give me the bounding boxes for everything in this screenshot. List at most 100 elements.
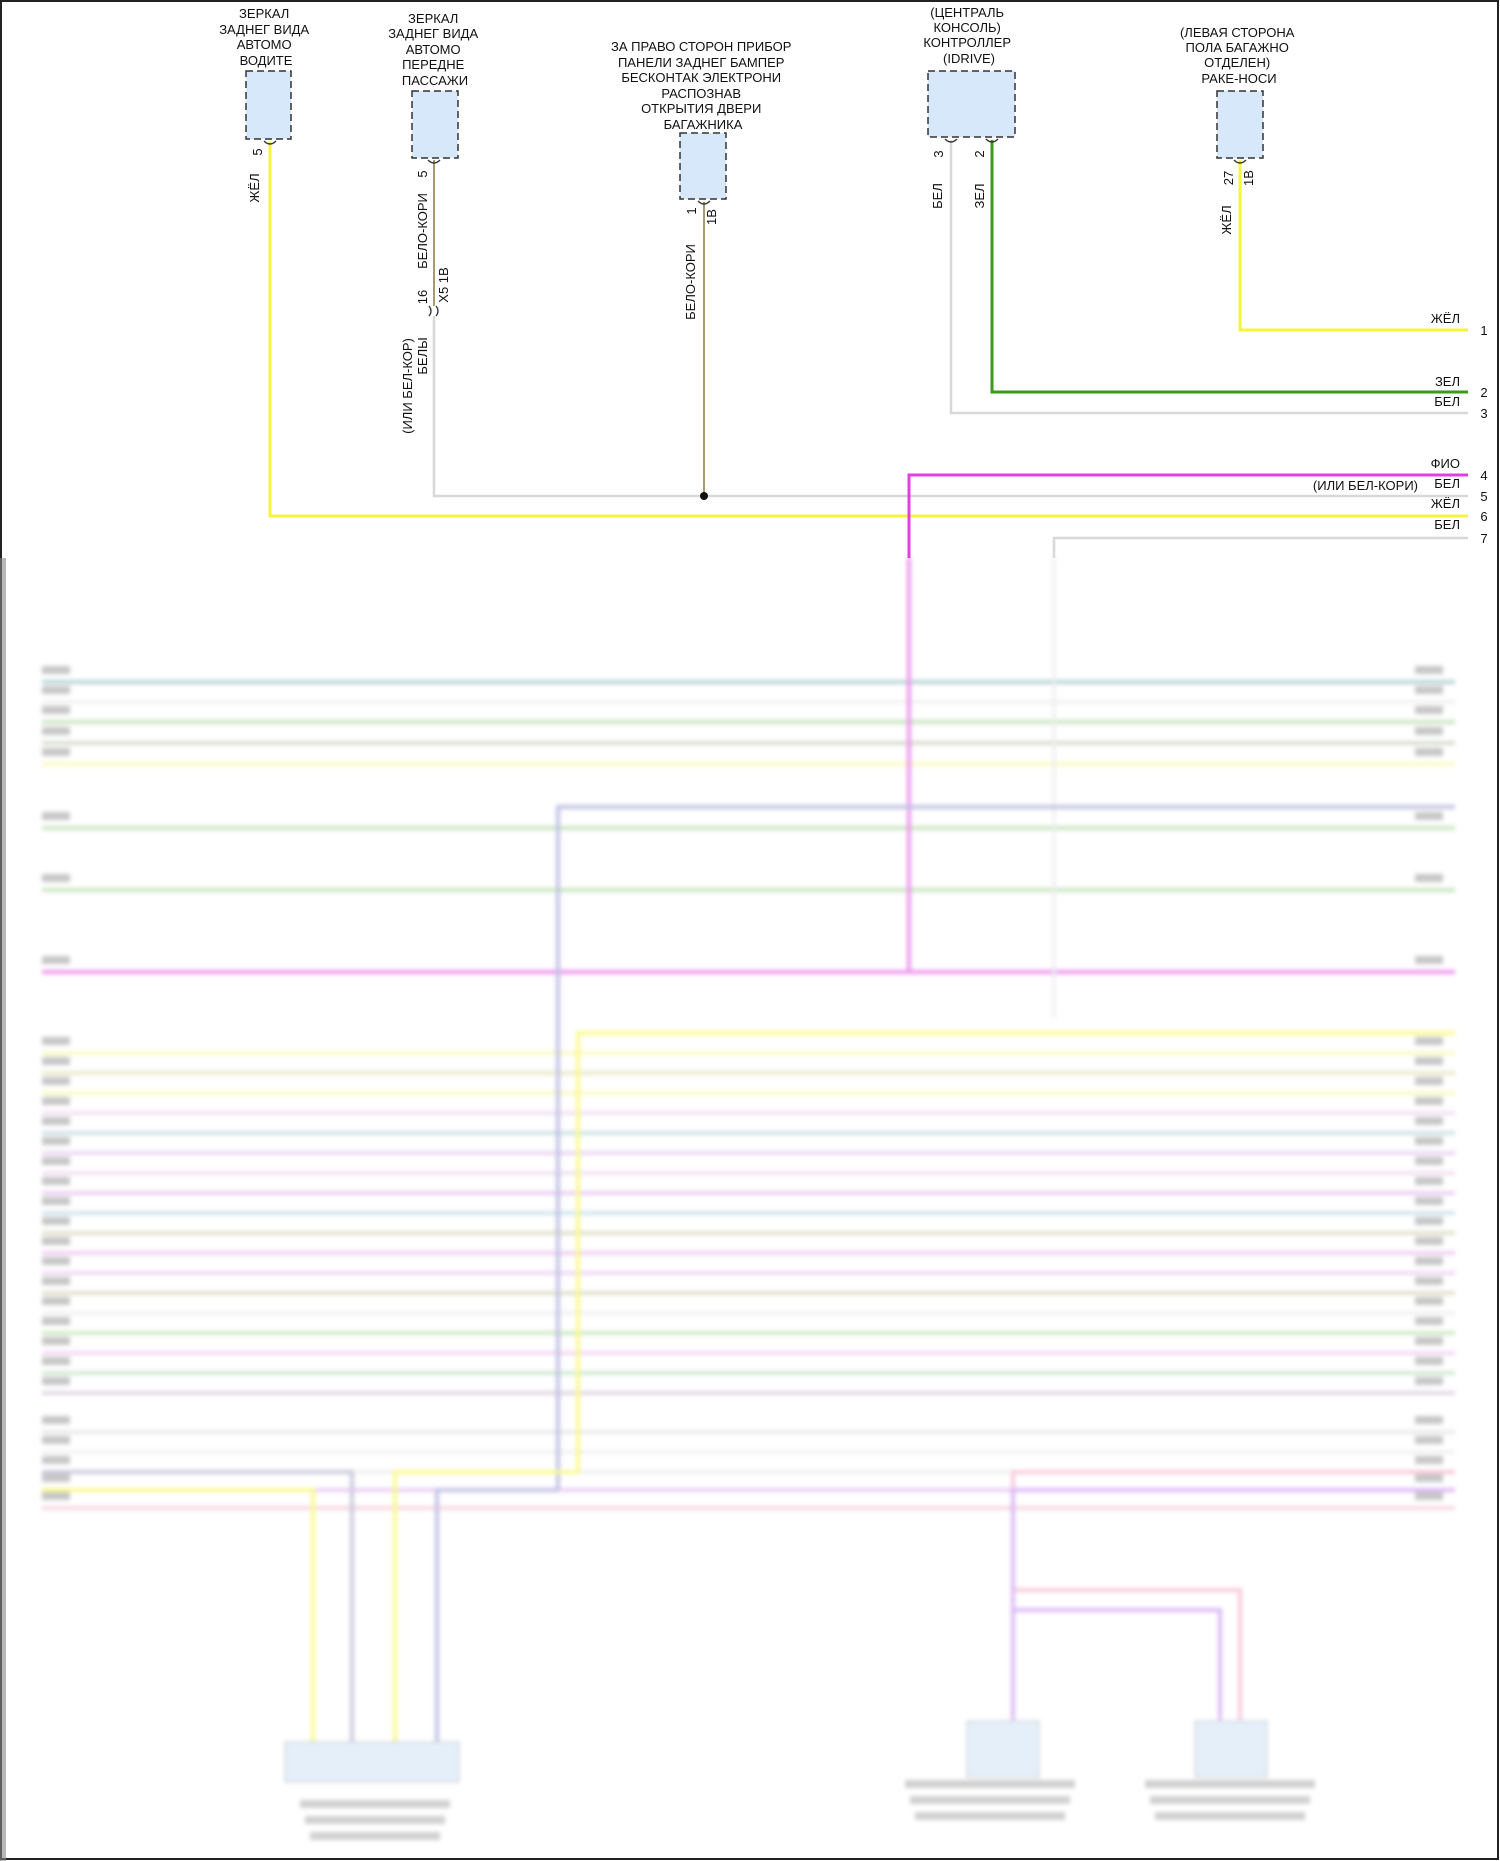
wire-label-placeholder	[1415, 1436, 1443, 1444]
wire-label-placeholder	[42, 1117, 70, 1125]
pin-cups	[263, 138, 1247, 317]
wire-white-passenger	[432, 316, 1468, 498]
terminal-color-label: ЖЁЛ	[1431, 496, 1460, 511]
component-box	[966, 1720, 1040, 1778]
wire-color-label: ЖЁЛ	[247, 173, 262, 202]
wire-violet	[907, 473, 1468, 558]
wire-label-placeholder	[1415, 1157, 1443, 1165]
component-box	[284, 1741, 460, 1783]
wire-blue	[556, 805, 1455, 1490]
component-title-passenger-mirror: ЗЕРКАЛ ЗАДНЕГ ВИДА АВТОМО ПЕРЕДНЕ ПАССАЖ…	[388, 11, 482, 88]
wire-color-label: БЕЛО-КОРИ	[683, 244, 698, 320]
wire-violet-continued	[42, 558, 911, 974]
wire-label-placeholder	[42, 1416, 70, 1424]
wire-label-placeholder	[42, 1197, 70, 1205]
wire-label-placeholder	[42, 1357, 70, 1365]
wire-label-placeholder	[42, 686, 70, 694]
wire-label-placeholder	[1415, 812, 1443, 820]
wire-yellow	[576, 1031, 1455, 1472]
wire-label-placeholder	[42, 1037, 70, 1045]
component-title-trunk-sensor: ЗА ПРАВО СТОРОН ПРИБОР ПАНЕЛИ ЗАДНЕГ БАМ…	[611, 39, 795, 132]
wire-label-placeholder	[42, 874, 70, 882]
wire-yellow-driver-mirror	[268, 142, 1468, 518]
left-edge-shadow	[0, 558, 6, 1861]
wire-label-placeholder	[1415, 1257, 1443, 1265]
wire-label-placeholder	[42, 956, 70, 964]
right-terminals: ЖЁЛ 1 ЗЕЛ 2 БЕЛ 3 ФИО 4 БЕЛ (ИЛИ БЕЛ-КОР…	[1313, 311, 1488, 546]
wire-label-placeholder	[42, 1177, 70, 1185]
component-label-placeholder	[915, 1812, 1065, 1820]
terminal-color-label: БЕЛ	[1434, 517, 1460, 532]
wire-label-placeholder	[1415, 1416, 1443, 1424]
rotated-labels: 5 ЖЁЛ 5 БЕЛО-КОРИ 16 X5 1B БЕЛЫ (ИЛИ БЕЛ…	[247, 148, 1256, 434]
wire-label-placeholder	[42, 1137, 70, 1145]
terminal-color-label: ФИО	[1431, 456, 1460, 471]
wire-label-placeholder	[1415, 1357, 1443, 1365]
wire-color-label: БЕЛЫ	[415, 337, 430, 374]
wire-label-placeholder	[1415, 1137, 1443, 1145]
wire-label-placeholder	[42, 1157, 70, 1165]
wire-purple-down	[1011, 1488, 1455, 1720]
wire-label-placeholder	[1415, 874, 1443, 882]
wire-label-placeholder	[1415, 1377, 1443, 1385]
pin-label: 27	[1221, 171, 1236, 185]
wire-label-placeholder	[42, 1077, 70, 1085]
wire-color-label: ЖЁЛ	[1219, 205, 1234, 234]
wire-yellow-park-assist	[1238, 160, 1468, 332]
wire-label-placeholder	[42, 1377, 70, 1385]
component-label-placeholder	[905, 1780, 1075, 1788]
wire-label-placeholder	[1415, 1097, 1443, 1105]
wire-label-placeholder	[1415, 1057, 1443, 1065]
pin-label: 3	[931, 150, 946, 157]
wire-color-label: ЗЕЛ	[972, 183, 987, 208]
wire-label-placeholder	[42, 1337, 70, 1345]
wire-label-placeholder	[42, 1474, 70, 1482]
wire-label-placeholder	[1415, 1297, 1443, 1305]
wire-gray-down	[42, 1470, 354, 1750]
wire-label-placeholder	[1415, 1177, 1443, 1185]
wires	[268, 140, 1468, 558]
component-title-park-assist: (ЛЕВАЯ СТОРОНА ПОЛА БАГАЖНО ОТДЕЛЕН) РАК…	[1180, 25, 1298, 86]
wire-label-placeholder	[42, 1436, 70, 1444]
wire-purple-branch	[1013, 1608, 1222, 1720]
wire-label-placeholder	[1415, 727, 1443, 735]
terminal-number: 5	[1480, 489, 1487, 504]
wire-label-placeholder	[42, 1097, 70, 1105]
terminal-color-label: БЕЛ	[1434, 394, 1460, 409]
wire-color-label: БЕЛ	[930, 183, 945, 209]
wire-label-placeholder	[1415, 666, 1443, 674]
wire-label-placeholder	[42, 1492, 70, 1500]
wire-label-placeholder	[1415, 1197, 1443, 1205]
wire-pink-branch	[1013, 1588, 1242, 1720]
wire-label-placeholder	[42, 1277, 70, 1285]
wire-label-placeholder	[42, 1317, 70, 1325]
component-label-placeholder	[305, 1816, 445, 1824]
connector-label: 1B	[1241, 170, 1256, 186]
wire-color-label: БЕЛО-КОРИ	[415, 193, 430, 269]
pin-label: 5	[415, 170, 430, 177]
connector-park-assist	[1216, 90, 1264, 159]
terminal-number: 1	[1480, 323, 1487, 338]
wire-green-idrive	[990, 140, 1468, 394]
wire-label-placeholder	[42, 1057, 70, 1065]
wire-label-placeholder	[1415, 748, 1443, 756]
wire-label-placeholder	[42, 706, 70, 714]
connector-label: 1B	[704, 209, 719, 225]
splice-dot	[700, 492, 708, 500]
component-label-placeholder	[300, 1800, 450, 1808]
component-label-placeholder	[310, 1832, 440, 1840]
wire-label-placeholder	[42, 727, 70, 735]
component-title-driver-mirror: ЗЕРКАЛ ЗАДНЕГ ВИДА АВТОМО ВОДИТЕ	[219, 6, 313, 68]
component-box	[1194, 1720, 1268, 1778]
terminal-number: 6	[1480, 509, 1487, 524]
terminal-number: 4	[1480, 468, 1487, 483]
wire-label-placeholder	[1415, 1037, 1443, 1045]
wire-label-placeholder	[1415, 956, 1443, 964]
inline-pin-label: 16	[415, 290, 430, 304]
inline-connector-label: X5 1B	[436, 267, 451, 302]
wire-blue-down	[435, 1488, 558, 1750]
connector-boxes	[245, 70, 1264, 200]
wire-label-placeholder	[42, 748, 70, 756]
wire-label-placeholder	[42, 1456, 70, 1464]
